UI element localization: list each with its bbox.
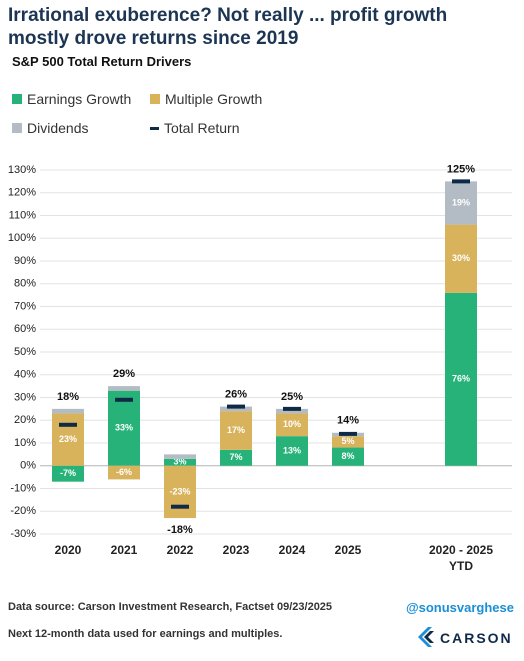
y-tick-label: 120%	[8, 187, 36, 199]
bar-segment	[445, 292, 477, 466]
total-label: 29%	[113, 368, 135, 380]
bar-segment	[52, 465, 84, 482]
bar-segment	[445, 181, 477, 225]
bar-segment	[332, 436, 364, 448]
total-marker	[227, 404, 245, 409]
source: Data source: Carson Investment Research,…	[8, 601, 333, 613]
bar-segment	[164, 454, 196, 459]
bar-segment	[332, 447, 364, 466]
bar-segment	[220, 406, 252, 412]
data-label: 30%	[452, 253, 470, 263]
logo: CARSON	[440, 630, 513, 646]
total-label: 18%	[57, 391, 79, 403]
bar-segment	[164, 465, 196, 519]
y-tick-label: 30%	[14, 391, 36, 403]
legend-swatch	[12, 123, 22, 133]
y-tick-label: -20%	[10, 505, 36, 517]
legend-label: Total Return	[164, 120, 240, 136]
y-tick-label: 10%	[14, 437, 36, 449]
y-tick-label: 100%	[8, 232, 36, 244]
data-label: 7%	[229, 452, 242, 462]
legend-item: Dividends	[12, 120, 88, 136]
y-tick-label: 90%	[14, 255, 36, 267]
bar-segment	[52, 408, 84, 414]
bar-segment	[108, 465, 140, 480]
chart-title: Irrational exuberence? Not really ... pr…	[8, 5, 448, 49]
legend-item: Total Return	[150, 120, 239, 136]
bar-segment	[108, 386, 140, 391]
legend-item: Earnings Growth	[12, 91, 131, 107]
y-tick-label: 60%	[14, 323, 36, 335]
total-marker	[339, 431, 357, 436]
y-tick-label: 110%	[9, 209, 37, 221]
total-marker	[59, 422, 77, 427]
y-tick-label: 40%	[14, 369, 36, 381]
y-tick-label: -30%	[10, 528, 36, 540]
bar-segment	[220, 449, 252, 466]
bar-segment	[276, 413, 308, 437]
bar-segment	[276, 436, 308, 466]
x-tick-label: 2025	[334, 543, 362, 557]
data-label: 8%	[341, 451, 354, 461]
y-tick-label: 80%	[14, 278, 36, 290]
x-tick-label: 2024	[278, 543, 306, 557]
legend-swatch	[12, 94, 22, 104]
chart-subtitle: S&P 500 Total Return Drivers	[12, 54, 192, 69]
data-label: 3%	[173, 457, 186, 467]
x-tick-label: 2022	[166, 543, 194, 557]
y-tick-label: -10%	[10, 482, 36, 494]
y-tick-label: 20%	[14, 414, 36, 426]
data-label: 33%	[115, 423, 133, 433]
bar-segment	[52, 413, 84, 466]
x-tick-label: 2020	[54, 543, 82, 557]
data-label: 76%	[452, 374, 470, 384]
logo-icon	[418, 627, 434, 647]
note: Next 12-month data used for earnings and…	[8, 628, 283, 640]
bar-segment	[445, 224, 477, 293]
legend-label: Multiple Growth	[165, 91, 263, 107]
total-label: 14%	[337, 415, 359, 427]
bar-segment	[108, 390, 140, 466]
total-label: 25%	[281, 391, 303, 403]
y-tick-label: 0%	[20, 460, 36, 472]
x-tick-label: 2023	[222, 543, 250, 557]
total-marker	[283, 406, 301, 411]
bar-segment	[164, 458, 196, 466]
y-tick-label: 50%	[14, 346, 36, 358]
total-marker	[171, 504, 189, 509]
y-tick-label: 130%	[8, 164, 36, 176]
legend-swatch	[150, 94, 160, 104]
x-tick-label: 2021	[110, 543, 138, 557]
total-label: 26%	[225, 389, 247, 401]
x-tick-label: 2020 - 2025 YTD	[428, 543, 494, 573]
bar-segment	[276, 408, 308, 414]
data-label: 10%	[283, 419, 301, 429]
legend-item: Multiple Growth	[150, 91, 262, 107]
data-label: 19%	[452, 197, 470, 207]
data-label: -7%	[60, 468, 76, 478]
bar-segment	[220, 411, 252, 450]
legend-label: Earnings Growth	[27, 91, 132, 107]
total-marker	[452, 179, 470, 184]
total-label: -18%	[167, 524, 193, 536]
total-label: 125%	[447, 163, 475, 175]
total-marker	[115, 397, 133, 402]
handle: @sonusvarghese	[405, 600, 514, 615]
legend-swatch	[150, 126, 159, 130]
data-label: -6%	[116, 467, 132, 477]
legend-label: Dividends	[27, 120, 89, 136]
data-label: 5%	[341, 436, 354, 446]
data-label: 23%	[59, 434, 77, 444]
data-label: 17%	[227, 425, 245, 435]
data-label: 13%	[283, 445, 301, 455]
y-tick-label: 70%	[14, 300, 36, 312]
data-label: -23%	[169, 486, 190, 496]
